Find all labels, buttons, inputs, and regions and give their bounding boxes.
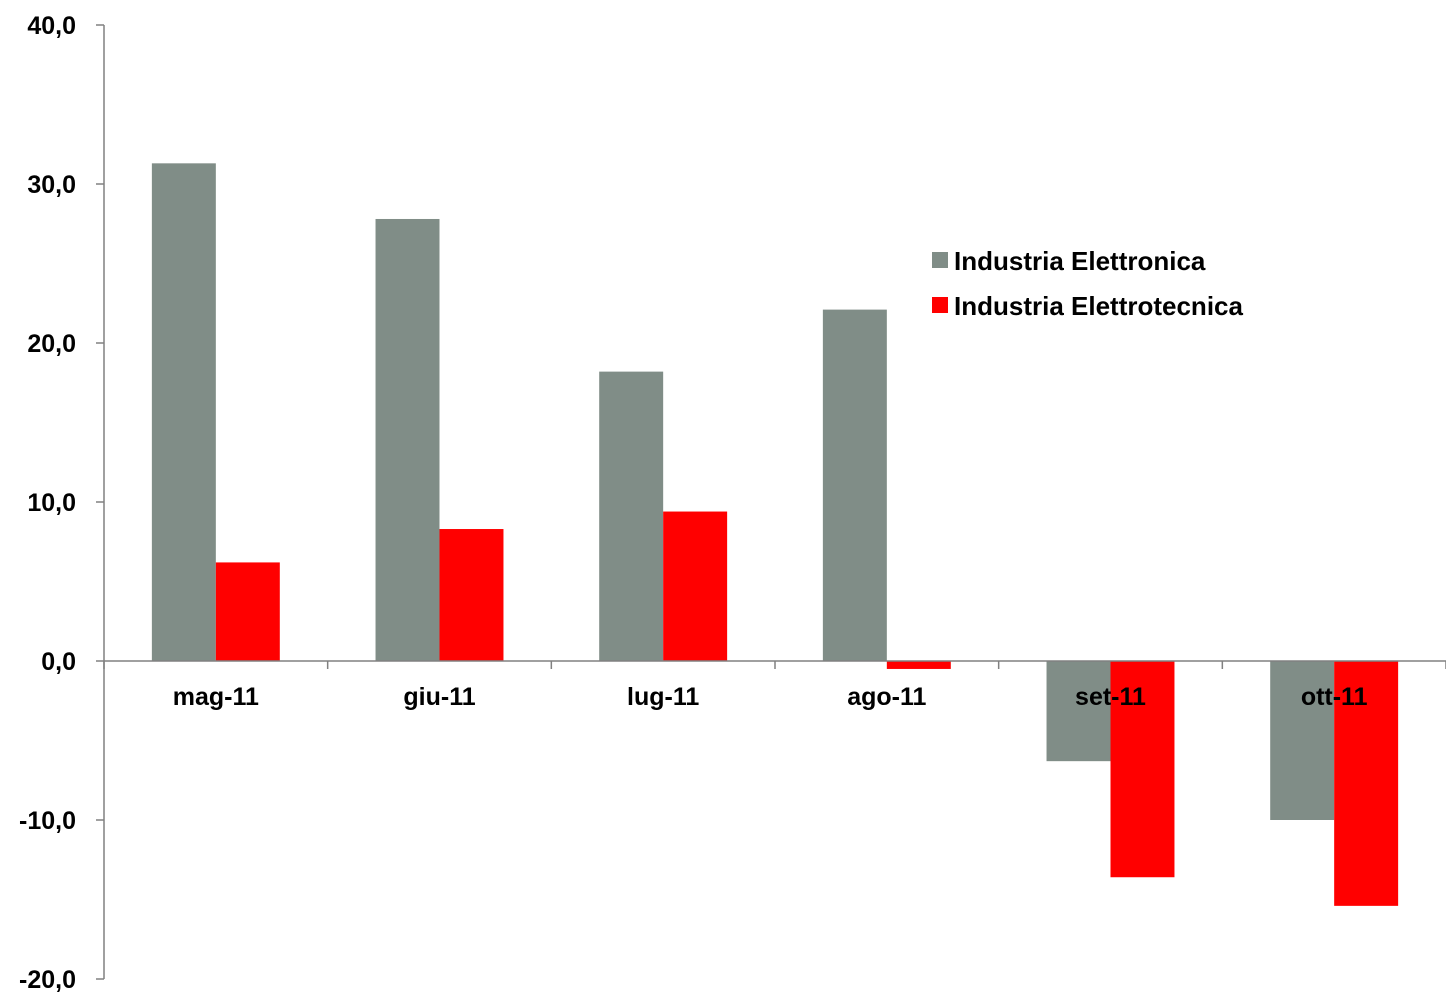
x-category-label: giu-11 — [403, 683, 475, 711]
y-tick-label: 40,0 — [27, 12, 76, 40]
bar-industria-elettrotecnica-lug-11 — [663, 511, 728, 661]
y-axis: 40,0 30,0 20,0 10,0 0,0 -10,0 -20,0 — [19, 12, 105, 994]
bar-industria-elettrotecnica-giu-11 — [439, 529, 504, 661]
bar-industria-elettrotecnica-ago-11 — [886, 661, 951, 669]
x-category-label: ago-11 — [847, 683, 926, 711]
y-tick-label: -10,0 — [19, 807, 76, 835]
bar-industria-elettrotecnica-mag-11 — [215, 562, 280, 661]
y-tick-label: 10,0 — [27, 489, 76, 517]
bar-industria-elettrotecnica-set-11 — [1110, 661, 1175, 878]
x-category-label: mag-11 — [173, 683, 259, 711]
y-tick-label: 20,0 — [27, 330, 76, 358]
bar-industria-elettrotecnica-ott-11 — [1334, 661, 1399, 906]
x-axis: mag-11 giu-11 lug-11 ago-11 set-11 ott-11 — [103, 660, 1446, 711]
y-ticks: 40,0 30,0 20,0 10,0 0,0 -10,0 -20,0 — [19, 12, 104, 994]
legend-label-industria-elettronica: Industria Elettronica — [954, 246, 1206, 276]
x-ticks: mag-11 giu-11 lug-11 ago-11 set-11 ott-11 — [103, 661, 1446, 711]
legend-swatch-industria-elettronica — [932, 252, 948, 268]
bar-industria-elettronica-lug-11 — [599, 371, 664, 661]
bar-industria-elettronica-mag-11 — [151, 163, 216, 661]
legend: Industria Elettronica Industria Elettrot… — [932, 246, 1243, 321]
bars — [151, 163, 1399, 906]
y-tick-label: 0,0 — [41, 648, 76, 676]
y-tick-label: 30,0 — [27, 171, 76, 199]
bar-industria-elettronica-giu-11 — [375, 218, 440, 662]
bar-industria-elettronica-ago-11 — [822, 309, 887, 661]
x-category-label: set-11 — [1075, 683, 1146, 711]
bar-industria-elettronica-ott-11 — [1270, 661, 1335, 820]
x-category-label: lug-11 — [627, 683, 699, 711]
legend-label-industria-elettrotecnica: Industria Elettrotecnica — [954, 291, 1243, 321]
y-tick-label: -20,0 — [19, 966, 76, 994]
legend-swatch-industria-elettrotecnica — [932, 297, 948, 313]
bar-industria-elettronica-set-11 — [1046, 661, 1111, 762]
x-category-label: ott-11 — [1301, 683, 1368, 711]
